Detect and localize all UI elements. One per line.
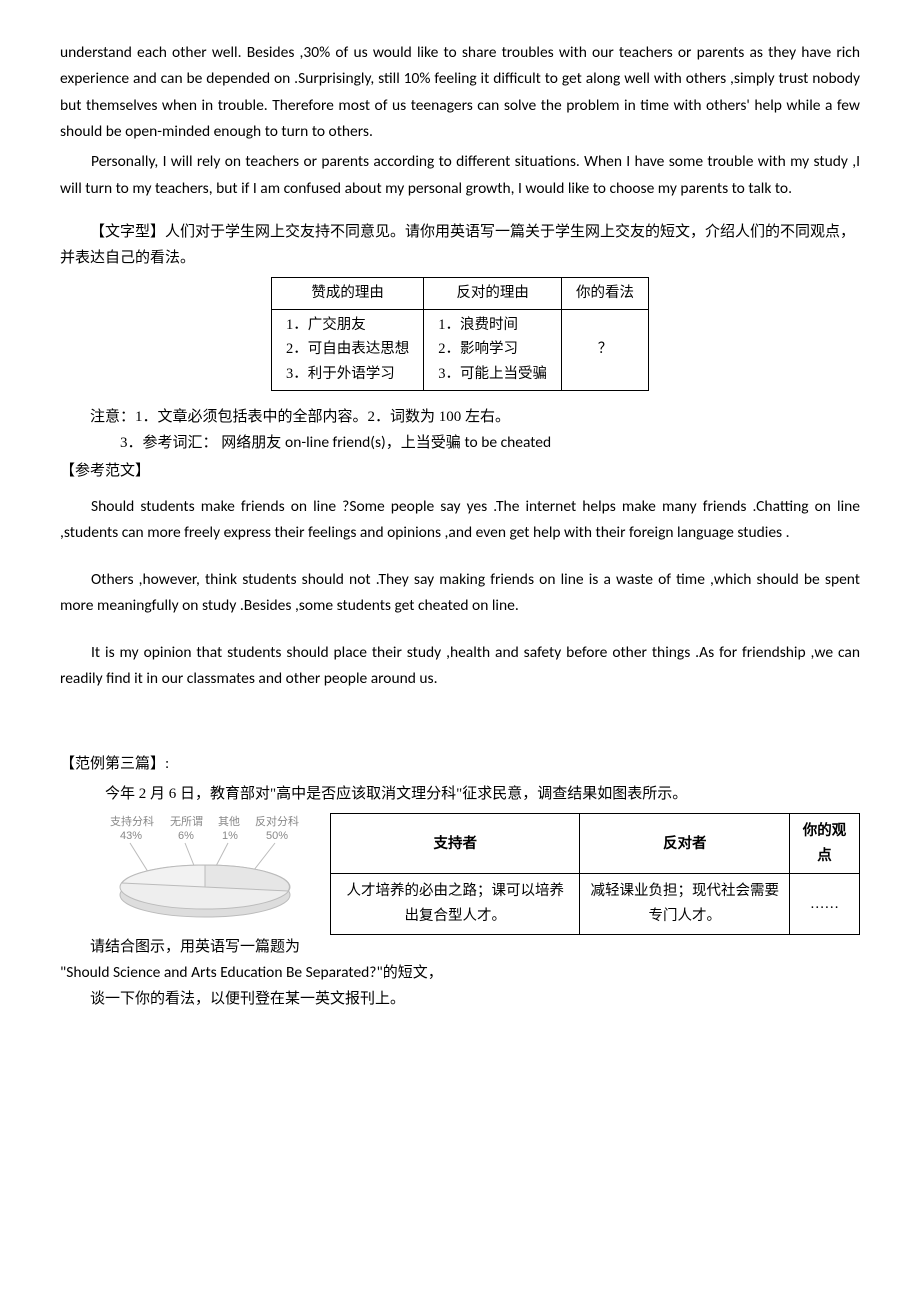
table-row: 赞成的理由 反对的理由 你的看法 bbox=[272, 278, 649, 310]
stance-table: 支持者 反对者 你的观点 人才培养的必由之路；课可以培养出复合型人才。 减轻课业… bbox=[330, 813, 860, 935]
list-item: 2．影响学习 bbox=[438, 337, 547, 362]
note-line-2: 3．参考词汇： 网络朋友 on-line friend(s)，上当受骗 to b… bbox=[60, 430, 860, 457]
essay-p3: It is my opinion that students should pl… bbox=[60, 640, 860, 693]
intro-paragraph-2: Personally, I will rely on teachers or p… bbox=[60, 149, 860, 202]
opinions-table: 赞成的理由 反对的理由 你的看法 1．广交朋友 2．可自由表达思想 3．利于外语… bbox=[271, 277, 649, 391]
note-2-cn: 3．参考词汇： 网络朋友 bbox=[120, 435, 285, 451]
pie-label: 其他 bbox=[218, 815, 240, 828]
table-row: 人才培养的必由之路；课可以培养出复合型人才。 减轻课业负担；现代社会需要专门人才… bbox=[331, 874, 860, 934]
pie-percent: 6% bbox=[178, 830, 194, 842]
prompt1-lead: 【文字型】人们对于学生网上交友持不同意见。请你用英语写一篇关于学生网上交友的短文… bbox=[60, 220, 860, 271]
pie-label: 无所谓 bbox=[170, 815, 203, 828]
essay-p2: Others ,however, think students should n… bbox=[60, 567, 860, 620]
col-header-support: 支持者 bbox=[331, 814, 580, 874]
pie-label: 反对分科 bbox=[255, 814, 299, 828]
cell-your-view: …… bbox=[790, 874, 860, 934]
col-header-con: 反对的理由 bbox=[424, 278, 562, 310]
list-item: 1．广交朋友 bbox=[286, 313, 409, 338]
notes-block: 注意：1．文章必须包括表中的全部内容。2．词数为 100 左右。 3．参考词汇：… bbox=[60, 405, 860, 457]
sample-essay: Should students make friends on line ?So… bbox=[60, 494, 860, 692]
below-pie-line3: 谈一下你的看法，以便刊登在某一英文报刊上。 bbox=[60, 987, 860, 1013]
cell-oppose: 减轻课业负担；现代社会需要专门人才。 bbox=[580, 874, 790, 934]
note-2-en2: to be cheated bbox=[464, 433, 551, 452]
prompt1-block: 【文字型】人们对于学生网上交友持不同意见。请你用英语写一篇关于学生网上交友的短文… bbox=[60, 220, 860, 692]
pie-percent: 43% bbox=[120, 830, 142, 842]
pie-label: 支持分科 bbox=[110, 814, 154, 828]
col-header-your: 你的看法 bbox=[562, 278, 649, 310]
col-header-pro: 赞成的理由 bbox=[272, 278, 424, 310]
list-item: 2．可自由表达思想 bbox=[286, 337, 409, 362]
pie-percent: 50% bbox=[266, 830, 288, 842]
list-item: 3．利于外语学习 bbox=[286, 362, 409, 387]
pie-and-table: 支持分科 无所谓 其他 反对分科 43% 6% 1% 50% 支持者 反对者 你… bbox=[60, 813, 860, 935]
note-2-en1: on-line friend(s) bbox=[285, 433, 386, 452]
col-header-oppose: 反对者 bbox=[580, 814, 790, 874]
intro-paragraph-1: understand each other well. Besides ,30%… bbox=[60, 40, 860, 145]
cell-pro: 1．广交朋友 2．可自由表达思想 3．利于外语学习 bbox=[272, 309, 424, 390]
essay-p1: Should students make friends on line ?So… bbox=[60, 494, 860, 547]
section3-heading: 【范例第三篇】: bbox=[60, 752, 860, 778]
below-pie-line2: "Should Science and Arts Education Be Se… bbox=[60, 960, 860, 987]
cell-your: ？ bbox=[562, 309, 649, 390]
list-item: 3．可能上当受骗 bbox=[438, 362, 547, 387]
below-pie-line1: 请结合图示，用英语写一篇题为 bbox=[60, 935, 860, 961]
essay-title-cn-tail: 的短文， bbox=[383, 965, 443, 981]
list-item: 1．浪费时间 bbox=[438, 313, 547, 338]
cell-support: 人才培养的必由之路；课可以培养出复合型人才。 bbox=[331, 874, 580, 934]
table-row: 支持者 反对者 你的观点 bbox=[331, 814, 860, 874]
essay-title-en: "Should Science and Arts Education Be Se… bbox=[60, 963, 383, 982]
table-row: 1．广交朋友 2．可自由表达思想 3．利于外语学习 1．浪费时间 2．影响学习 … bbox=[272, 309, 649, 390]
col-header-your-view: 你的观点 bbox=[790, 814, 860, 874]
cell-con: 1．浪费时间 2．影响学习 3．可能上当受骗 bbox=[424, 309, 562, 390]
note-2-cn2: ，上当受骗 bbox=[386, 435, 465, 451]
pie-chart-icon: 支持分科 无所谓 其他 反对分科 43% 6% 1% 50% bbox=[90, 813, 320, 923]
note-line-1: 注意：1．文章必须包括表中的全部内容。2．词数为 100 左右。 bbox=[60, 405, 860, 431]
section3-lead: 今年 2 月 6 日，教育部对"高中是否应该取消文理分科"征求民意，调查结果如图… bbox=[60, 782, 860, 808]
pie-percent: 1% bbox=[222, 830, 238, 842]
reference-heading: 【参考范文】 bbox=[60, 459, 860, 485]
